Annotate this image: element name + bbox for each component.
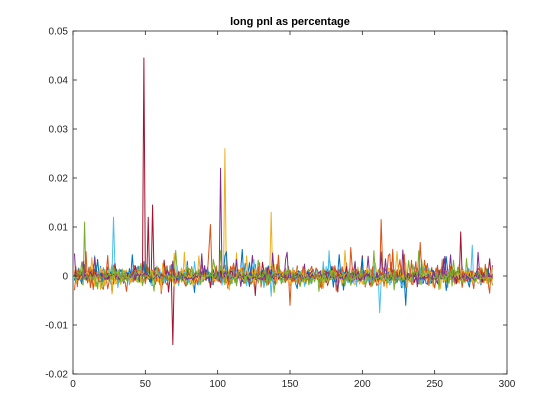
- series-line: [73, 250, 494, 292]
- tick-layer: 0 50 100 150 200 250 300 -0.02 -0.01 0 0.01 0.02 0.0…: [45, 27, 516, 391]
- chart-title: long pnl as percentage: [230, 16, 350, 28]
- plot-area: [73, 31, 507, 374]
- x-tick-label: 50: [140, 379, 152, 390]
- y-tick-label: -0.02: [45, 370, 68, 381]
- x-tick-label: 150: [282, 379, 299, 390]
- x-tick-label: 100: [209, 379, 226, 390]
- y-tick-label: 0.01: [49, 223, 69, 234]
- y-tick-label: 0.04: [49, 76, 69, 87]
- y-tick-label: 0: [62, 272, 68, 283]
- x-tick-label: 200: [354, 379, 371, 390]
- y-tick-label: 0.03: [49, 125, 69, 136]
- y-tick-label: 0.05: [49, 27, 69, 38]
- series-line: [73, 249, 493, 293]
- x-tick-label: 0: [70, 379, 76, 390]
- x-tick-label: 250: [426, 379, 443, 390]
- y-tick-label: -0.01: [45, 321, 68, 332]
- x-tick-label: 300: [499, 379, 516, 390]
- series-layer: [73, 57, 494, 346]
- y-tick-label: 0.02: [49, 174, 69, 185]
- series-line: [74, 250, 494, 295]
